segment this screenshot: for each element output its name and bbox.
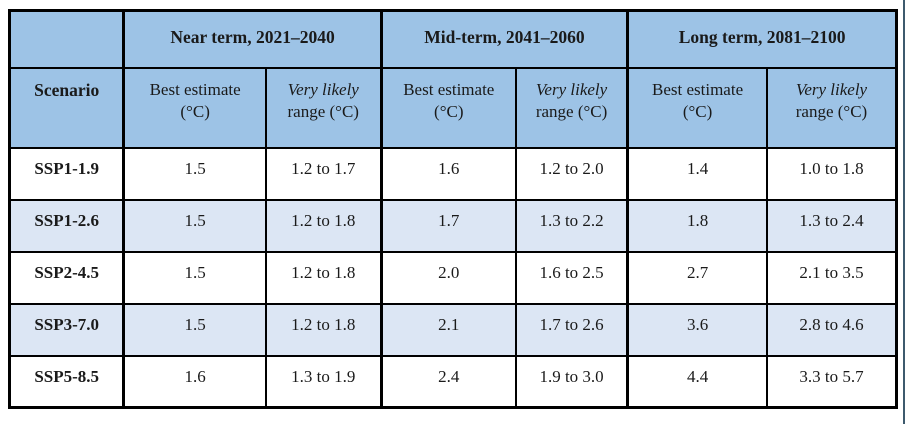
group-header-near-term: Near term, 2021–2040	[122, 9, 383, 69]
value-cell: 2.1 to 3.5	[765, 250, 898, 305]
value-cell: 1.7	[379, 198, 517, 253]
near-very-likely-header: Very likely range (°C)	[264, 66, 383, 149]
value-cell: 1.2 to 1.7	[264, 146, 383, 201]
mid-best-estimate-header: Best estimate (°C)	[379, 66, 517, 149]
value-cell: 2.8 to 4.6	[765, 302, 898, 357]
value-cell: 1.0 to 1.8	[765, 146, 898, 201]
table-row: SSP1-2.6 1.5 1.2 to 1.8 1.7 1.3 to 2.2 1…	[8, 198, 898, 253]
table-row: SSP3-7.0 1.5 1.2 to 1.8 2.1 1.7 to 2.6 3…	[8, 302, 898, 357]
table-row: SSP1-1.9 1.5 1.2 to 1.7 1.6 1.2 to 2.0 1…	[8, 146, 898, 201]
mid-very-likely-header: Very likely range (°C)	[514, 66, 629, 149]
scenario-cell: SSP1-1.9	[8, 146, 125, 201]
value-cell: 1.5	[122, 146, 267, 201]
value-cell: 1.3 to 2.2	[514, 198, 629, 253]
value-cell: 1.4	[626, 146, 768, 201]
value-cell: 1.2 to 1.8	[264, 198, 383, 253]
value-cell: 2.4	[379, 354, 517, 409]
value-cell: 1.6 to 2.5	[514, 250, 629, 305]
value-cell: 1.2 to 1.8	[264, 302, 383, 357]
table-row: SSP5-8.5 1.6 1.3 to 1.9 2.4 1.9 to 3.0 4…	[8, 354, 898, 409]
value-cell: 3.6	[626, 302, 768, 357]
value-cell: 1.5	[122, 250, 267, 305]
value-cell: 1.5	[122, 198, 267, 253]
scenario-temperature-table: Near term, 2021–2040 Mid-term, 2041–2060…	[8, 9, 898, 409]
table-group-header-row: Near term, 2021–2040 Mid-term, 2041–2060…	[8, 9, 898, 69]
value-cell: 1.3 to 1.9	[264, 354, 383, 409]
value-cell: 1.7 to 2.6	[514, 302, 629, 357]
value-cell: 4.4	[626, 354, 768, 409]
value-cell: 1.9 to 3.0	[514, 354, 629, 409]
scenario-corner-cell	[8, 9, 125, 69]
long-very-likely-header: Very likely range (°C)	[765, 66, 898, 149]
long-best-estimate-header: Best estimate (°C)	[626, 66, 768, 149]
scenario-cell: SSP3-7.0	[8, 302, 125, 357]
page-right-edge-line	[903, 0, 905, 424]
value-cell: 1.2 to 1.8	[264, 250, 383, 305]
scenario-column-header: Scenario	[8, 66, 125, 149]
value-cell: 2.1	[379, 302, 517, 357]
table-row: SSP2-4.5 1.5 1.2 to 1.8 2.0 1.6 to 2.5 2…	[8, 250, 898, 305]
group-header-long-term: Long term, 2081–2100	[626, 9, 898, 69]
value-cell: 1.3 to 2.4	[765, 198, 898, 253]
value-cell: 2.0	[379, 250, 517, 305]
value-cell: 1.5	[122, 302, 267, 357]
scenario-cell: SSP5-8.5	[8, 354, 125, 409]
scenario-cell: SSP2-4.5	[8, 250, 125, 305]
value-cell: 2.7	[626, 250, 768, 305]
value-cell: 3.3 to 5.7	[765, 354, 898, 409]
value-cell: 1.6	[122, 354, 267, 409]
value-cell: 1.6	[379, 146, 517, 201]
table-sub-header-row: Scenario Best estimate (°C) Very likely …	[8, 66, 898, 149]
value-cell: 1.8	[626, 198, 768, 253]
group-header-mid-term: Mid-term, 2041–2060	[379, 9, 629, 69]
near-best-estimate-header: Best estimate (°C)	[122, 66, 267, 149]
value-cell: 1.2 to 2.0	[514, 146, 629, 201]
scenario-cell: SSP1-2.6	[8, 198, 125, 253]
